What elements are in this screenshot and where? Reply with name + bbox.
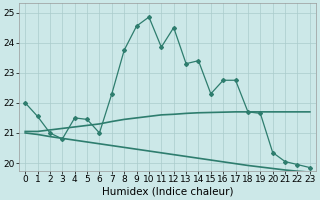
X-axis label: Humidex (Indice chaleur): Humidex (Indice chaleur) — [102, 187, 233, 197]
